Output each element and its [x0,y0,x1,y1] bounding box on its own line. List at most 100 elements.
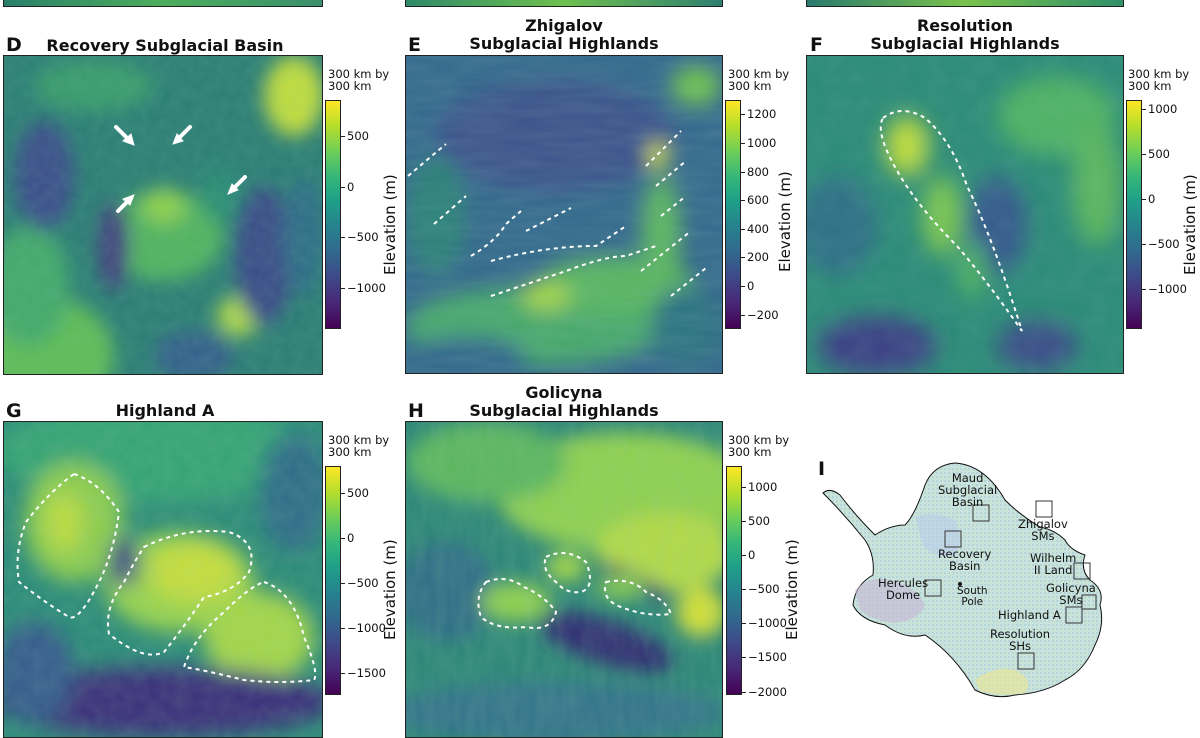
colorbar-tickmark [742,589,746,591]
scale-note: 300 km by 300 km [1128,67,1190,93]
colorbar-tick-label: −1000 [347,281,386,296]
colorbar-tickmark [741,142,745,144]
top-panel-edge-left [3,0,323,7]
elevation-map [3,55,323,375]
colorbar-tickmark [341,627,345,629]
colorbar-tick-label: −500 [748,582,780,597]
colorbar-tickmark [741,200,745,202]
colorbar-label: Elevation (m) [776,171,794,272]
panel-letter: D [6,34,22,56]
map-label-wilhelm: Wilhelm II Land [1030,551,1077,577]
top-panel-edge-right [806,0,1124,7]
colorbar-tickmark [742,657,746,659]
colorbar-tick-label: 0 [1148,191,1156,206]
colorbar-label: Elevation (m) [381,174,399,275]
colorbar-tickmark [341,492,345,494]
map-label-highland-a: Highland A [998,608,1061,622]
colorbar-tickmark [741,314,745,316]
colorbar-tickmark [1142,153,1146,155]
colorbar-tick-label: −1000 [347,620,386,635]
map-label-south-pole: South Pole [957,585,988,608]
colorbar-tick-label: 600 [747,193,769,208]
panel-letter: H [408,400,424,422]
panel-title: Highland A [115,401,215,420]
colorbar-tick-label: 500 [748,513,770,528]
colorbar [726,466,742,695]
colorbar-tick-label: −1500 [347,665,386,680]
elevation-map [806,55,1124,374]
colorbar-tick-label: 0 [748,547,756,562]
colorbar-tick-label: −500 [1148,236,1180,251]
colorbar-tickmark [741,257,745,259]
colorbar-tickmark [741,228,745,230]
colorbar [725,100,741,329]
colorbar-tickmark [341,186,345,188]
colorbar [325,466,341,695]
elevation-map [3,421,323,738]
panel-title: Recovery Subglacial Basin [46,36,284,55]
colorbar-tickmark [1142,243,1146,245]
panel-letter: I [818,458,826,480]
colorbar-tickmark [341,237,345,239]
colorbar-tick-label: 200 [747,250,769,265]
colorbar-tickmark [741,171,745,173]
colorbar-tickmark [341,135,345,137]
colorbar-tickmark [1142,198,1146,200]
scale-note: 300 km by 300 km [328,433,390,459]
scale-note: 300 km by 300 km [728,433,790,459]
colorbar-tick-label: −1500 [748,650,787,665]
colorbar-tick-label: −2000 [748,684,787,699]
colorbar-tickmark [742,554,746,556]
colorbar-tick-label: 0 [747,279,755,294]
panel-title: Zhigalov Subglacial Highlands [469,16,659,53]
map-label-zhigalov: Zhigalov SMs [1018,517,1068,543]
colorbar-tick-label: 1000 [748,479,778,494]
panel-letter: E [408,34,421,56]
colorbar-tick-label: 1200 [747,107,777,122]
elevation-map [405,55,723,374]
colorbar-tickmark [341,537,345,539]
colorbar-tickmark [1142,288,1146,290]
panel-letter: G [6,400,22,422]
colorbar-tick-label: 0 [347,530,355,545]
map-label-hercules: Hercules Dome [878,576,929,602]
colorbar-tick-label: 1000 [747,135,777,150]
top-panel-edge-middle [405,0,723,7]
colorbar-tick-label: 500 [1148,146,1170,161]
elevation-map [405,421,723,738]
colorbar-tickmark [742,486,746,488]
colorbar-tickmark [1142,108,1146,110]
map-label-recovery: Recovery Basin [938,547,992,573]
colorbar [1126,100,1142,329]
map-label-resolution: Resolution SHs [990,627,1051,653]
colorbar-tick-label: −500 [347,230,379,245]
colorbar-tick-label: −1000 [1148,281,1187,296]
colorbar-tick-label: −1000 [748,616,787,631]
scale-note: 300 km by 300 km [328,67,390,93]
colorbar-tickmark [742,691,746,693]
colorbar-tick-label: 500 [347,485,369,500]
colorbar [325,100,341,329]
map-label-golicyna: Golicyna SMs [1046,581,1096,607]
colorbar-tickmark [341,672,345,674]
colorbar-tickmark [742,623,746,625]
panel-letter: F [810,34,823,56]
colorbar-tick-label: −500 [347,575,379,590]
map-label-maud: Maud Subglacial Basin [938,471,998,509]
colorbar-tickmark [741,286,745,288]
colorbar-tick-label: −200 [747,307,779,322]
colorbar-label: Elevation (m) [1181,174,1199,275]
scale-note: 300 km by 300 km [728,67,790,93]
colorbar-tickmark [741,114,745,116]
panel-title: Golicyna Subglacial Highlands [469,383,659,420]
colorbar-tickmark [341,288,345,290]
antarctica-map [822,462,1103,698]
colorbar-tickmark [742,520,746,522]
colorbar-tick-label: 1000 [1148,101,1178,116]
colorbar-tick-label: 800 [747,164,769,179]
colorbar-tick-label: 400 [747,221,769,236]
colorbar-tick-label: 500 [347,128,369,143]
colorbar-tick-label: 0 [347,179,355,194]
colorbar-tickmark [341,582,345,584]
panel-title: Resolution Subglacial Highlands [870,16,1060,53]
